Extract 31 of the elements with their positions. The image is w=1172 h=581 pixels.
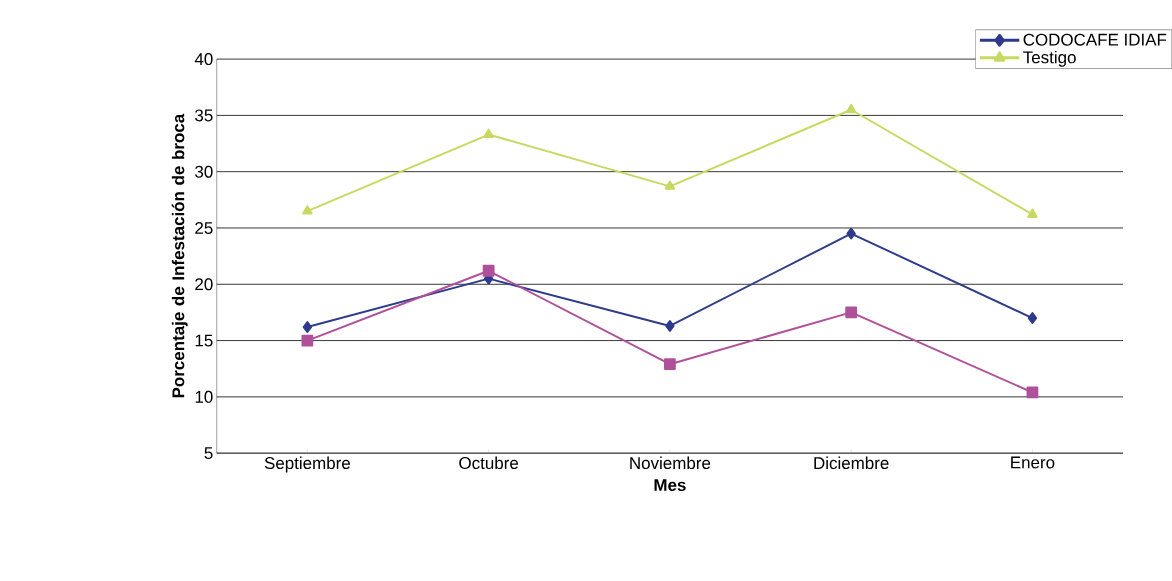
x-tick-label: Octubre — [459, 456, 519, 469]
point — [845, 306, 858, 319]
x-tick-label: Noviembre — [630, 456, 711, 469]
point — [483, 128, 494, 138]
point — [664, 180, 676, 190]
point — [846, 227, 856, 240]
y-tick-label: 10 — [195, 390, 213, 403]
y-tick-label: 20 — [195, 278, 213, 291]
point — [301, 334, 314, 347]
legend-label: Testigo — [1023, 50, 1076, 67]
point — [1026, 386, 1039, 399]
point — [302, 205, 313, 215]
point — [302, 321, 313, 333]
point — [482, 264, 495, 277]
x-tick-label: Septiembre — [264, 456, 350, 473]
y-axis-title: Porcentaje de Infestación de broca — [171, 113, 188, 398]
y-tick-label: 15 — [195, 334, 213, 347]
point — [664, 358, 676, 370]
point — [665, 319, 675, 332]
point — [845, 103, 857, 114]
x-tick-label: Diciembre — [814, 456, 889, 469]
point — [1027, 208, 1038, 218]
point — [1027, 312, 1038, 324]
y-tick-label: 30 — [195, 165, 213, 178]
x-axis-title: Mes — [654, 479, 686, 491]
x-tick-label: Enero — [1011, 456, 1055, 469]
y-tick-label: 5 — [204, 447, 213, 459]
y-tick-label: 40 — [194, 52, 213, 65]
y-tick-label: 35 — [195, 109, 213, 122]
legend-label: CODOCAFE IDIAF — [1023, 33, 1167, 46]
y-tick-label: 25 — [195, 221, 213, 234]
